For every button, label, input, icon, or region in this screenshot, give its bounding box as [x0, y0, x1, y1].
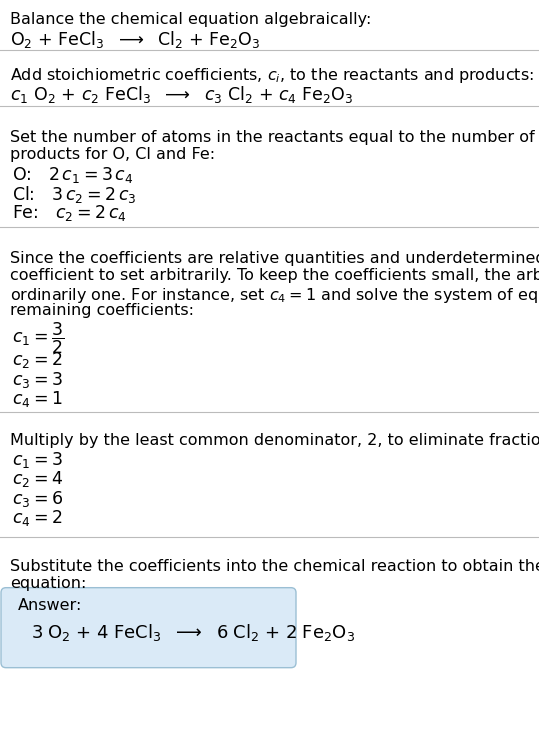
Text: products for O, Cl and Fe:: products for O, Cl and Fe: [10, 147, 215, 162]
Text: Balance the chemical equation algebraically:: Balance the chemical equation algebraica… [10, 12, 371, 27]
Text: Multiply by the least common denominator, 2, to eliminate fractional coefficient: Multiply by the least common denominator… [10, 432, 539, 447]
Text: Substitute the coefficients into the chemical reaction to obtain the balanced: Substitute the coefficients into the che… [10, 559, 539, 574]
Text: Set the number of atoms in the reactants equal to the number of atoms in the: Set the number of atoms in the reactants… [10, 130, 539, 145]
Text: $3\;$O$_2$ $+$ $4\;$FeCl$_3$  $\longrightarrow$  $6\;$Cl$_2$ $+$ $2\;$Fe$_2$O$_3: $3\;$O$_2$ $+$ $4\;$FeCl$_3$ $\longright… [31, 622, 355, 643]
Text: $c_1$ O$_2$ + $c_2$ FeCl$_3$  $\longrightarrow$  $c_3$ Cl$_2$ + $c_4$ Fe$_2$O$_3: $c_1$ O$_2$ + $c_2$ FeCl$_3$ $\longright… [10, 84, 354, 105]
Text: O$_2$ + FeCl$_3$  $\longrightarrow$  Cl$_2$ + Fe$_2$O$_3$: O$_2$ + FeCl$_3$ $\longrightarrow$ Cl$_2… [10, 29, 260, 50]
Text: $c_1 = 3$: $c_1 = 3$ [12, 450, 63, 470]
Text: $c_2 = 2$: $c_2 = 2$ [12, 350, 63, 370]
Text: $c_4 = 1$: $c_4 = 1$ [12, 389, 63, 409]
Text: equation:: equation: [10, 576, 86, 591]
Text: ordinarily one. For instance, set $c_4 = 1$ and solve the system of equations fo: ordinarily one. For instance, set $c_4 =… [10, 286, 539, 305]
Text: Fe:   $c_2 = 2\,c_4$: Fe: $c_2 = 2\,c_4$ [12, 203, 127, 223]
Text: Since the coefficients are relative quantities and underdetermined, choose a: Since the coefficients are relative quan… [10, 250, 539, 265]
Text: coefficient to set arbitrarily. To keep the coefficients small, the arbitrary va: coefficient to set arbitrarily. To keep … [10, 268, 539, 283]
Text: $c_2 = 4$: $c_2 = 4$ [12, 469, 63, 490]
Text: remaining coefficients:: remaining coefficients: [10, 303, 194, 318]
Text: $c_3 = 3$: $c_3 = 3$ [12, 369, 63, 390]
Text: Add stoichiometric coefficients, $c_i$, to the reactants and products:: Add stoichiometric coefficients, $c_i$, … [10, 66, 534, 86]
Text: O:   $2\,c_1 = 3\,c_4$: O: $2\,c_1 = 3\,c_4$ [12, 165, 134, 185]
Text: $c_4 = 2$: $c_4 = 2$ [12, 508, 63, 528]
Text: $c_1 = \dfrac{3}{2}$: $c_1 = \dfrac{3}{2}$ [12, 320, 64, 356]
Text: $c_3 = 6$: $c_3 = 6$ [12, 489, 63, 508]
Text: Answer:: Answer: [18, 598, 82, 613]
Text: Cl:   $3\,c_2 = 2\,c_3$: Cl: $3\,c_2 = 2\,c_3$ [12, 184, 136, 205]
FancyBboxPatch shape [1, 587, 296, 668]
